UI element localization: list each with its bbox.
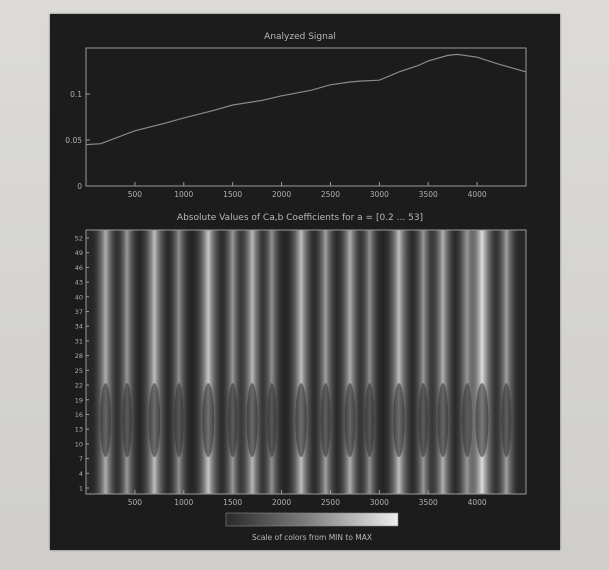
- heatmap-ridge-notch: [246, 383, 258, 458]
- heatmap-ridge-notch: [295, 383, 307, 458]
- signal-x-tick-label: 2500: [321, 190, 340, 199]
- heatmap-y-tick-label: 25: [75, 367, 83, 375]
- heatmap-y-tick-label: 46: [75, 264, 83, 272]
- heatmap-ridge-notch: [393, 383, 405, 458]
- heatmap-ridge-notch: [475, 383, 489, 458]
- signal-x-tick-label: 1500: [223, 190, 242, 199]
- heatmap-y-tick-label: 43: [75, 279, 83, 287]
- heatmap-x-tick-label: 1500: [223, 498, 242, 507]
- heatmap-ridge-notch: [344, 383, 356, 458]
- heatmap-ridge-notch: [228, 383, 238, 458]
- heatmap-ridge-notch: [148, 383, 161, 458]
- heatmap-x-tick-label: 3000: [370, 498, 389, 507]
- heatmap-ridge-notch: [320, 383, 331, 458]
- heatmap-y-tick-label: 28: [75, 352, 83, 360]
- figure-svg: Analyzed Signal 500 1000 1500 2000 2500 3000 3…: [65, 32, 527, 542]
- signal-chart-title: Analyzed Signal: [264, 32, 336, 42]
- heatmap-ridge-notch: [418, 383, 428, 458]
- signal-x-tick-label: 1000: [174, 190, 193, 199]
- heatmap-y-tick-label: 31: [75, 337, 83, 345]
- heatmap-y-tick-label: 16: [75, 411, 83, 419]
- heatmap-columns: [90, 230, 520, 494]
- heatmap-ridge-notch: [501, 383, 512, 458]
- heatmap-y-tick-label: 34: [75, 323, 83, 331]
- colorbar-label: Scale of colors from MIN to MAX: [252, 533, 372, 542]
- signal-x-tick-label: 3000: [370, 190, 389, 199]
- signal-x-tick-label: 500: [128, 190, 143, 199]
- heatmap-y-tick-label: 22: [75, 382, 83, 390]
- heatmap-y-tick-label: 37: [75, 308, 83, 316]
- heatmap-y-tick-label: 40: [75, 293, 83, 301]
- heatmap-x-tick-label: 2500: [321, 498, 340, 507]
- signal-y-tick-label: 0.05: [65, 136, 82, 145]
- signal-x-axis: 500 1000 1500 2000 2500 3000 3500 4000: [128, 182, 487, 199]
- colorbar: [225, 512, 399, 527]
- signal-x-tick-label: 4000: [468, 190, 487, 199]
- heatmap-x-tick-label: 4000: [468, 498, 487, 507]
- heatmap-ridge-notch: [122, 383, 132, 458]
- heatmap-y-tick-label: 52: [75, 235, 83, 243]
- heatmap-y-tick-label: 1: [79, 485, 83, 493]
- heatmap-ridge-notch: [174, 383, 184, 458]
- heatmap-title: Absolute Values of Ca,b Coefficients for…: [177, 213, 423, 223]
- heatmap-x-axis: 500 1000 1500 2000 2500 3000 3500 4000: [128, 490, 487, 507]
- figure-panel: Analyzed Signal 500 1000 1500 2000 2500 3000 3…: [50, 14, 560, 550]
- heatmap-x-tick-label: 2000: [272, 498, 291, 507]
- signal-y-tick-label: 0: [77, 182, 82, 191]
- signal-x-tick-label: 3500: [419, 190, 438, 199]
- heatmap-ridge-notch: [365, 383, 375, 458]
- signal-plot-frame: [85, 47, 527, 187]
- heatmap-ridge-notch: [437, 383, 449, 458]
- signal-line: [85, 53, 527, 146]
- signal-y-axis: 0 0.05 0.1: [65, 90, 90, 191]
- heatmap-y-axis: 1 4 7 10 13 16 19 22 25 28 31 34 37 40 43 46 49 52: [75, 235, 89, 493]
- heatmap-ridge-notch: [202, 383, 215, 458]
- heatmap-y-tick-label: 13: [75, 426, 83, 434]
- heatmap-y-tick-label: 49: [75, 249, 83, 257]
- heatmap-y-tick-label: 7: [79, 455, 83, 463]
- heatmap-ridge-notch: [100, 383, 111, 458]
- heatmap-y-tick-label: 19: [75, 396, 83, 404]
- heatmap-x-tick-label: 500: [128, 498, 143, 507]
- heatmap-y-tick-label: 10: [75, 440, 83, 448]
- signal-x-tick-label: 2000: [272, 190, 291, 199]
- heatmap-x-tick-label: 3500: [419, 498, 438, 507]
- signal-y-tick-label: 0.1: [70, 90, 82, 99]
- heatmap-ridge-notch: [267, 383, 277, 458]
- heatmap-x-tick-label: 1000: [174, 498, 193, 507]
- heatmap-y-tick-label: 4: [79, 470, 83, 478]
- heatmap-frame: [85, 229, 527, 495]
